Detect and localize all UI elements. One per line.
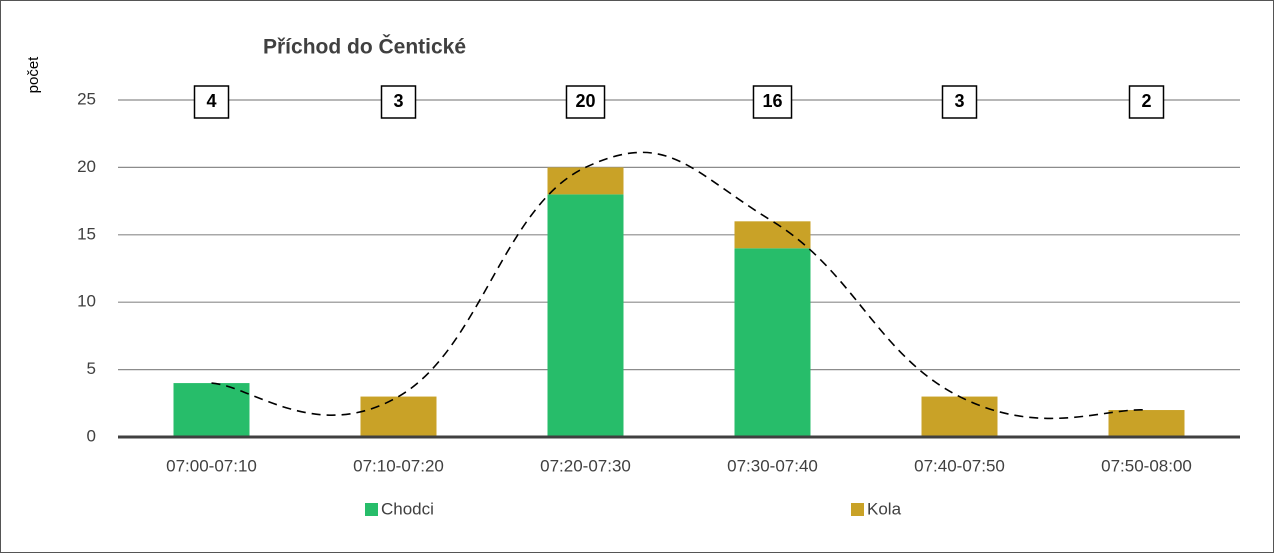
total-label: 4 [206, 91, 216, 111]
total-box [752, 85, 793, 119]
bar-segment [1108, 410, 1185, 437]
total-label: 20 [575, 91, 595, 111]
x-tick-label: 07:00-07:10 [166, 456, 257, 475]
total-label: 2 [1141, 91, 1151, 111]
trend-line [211, 151, 1147, 420]
legend-swatch [851, 503, 864, 516]
total-box [380, 85, 417, 119]
x-tick-label: 07:40-07:50 [914, 456, 1005, 475]
x-tick-label: 07:50-08:00 [1101, 456, 1192, 475]
total-label: 3 [954, 91, 964, 111]
y-axis-label: počet [25, 56, 42, 94]
x-tick-label: 07:30-07:40 [727, 456, 818, 475]
bar-segment [734, 248, 811, 437]
y-tick-label: 15 [77, 224, 96, 243]
bar-segment [173, 383, 250, 437]
y-tick-label: 10 [77, 292, 96, 311]
y-tick-label: 0 [87, 426, 96, 445]
bar-segment [360, 396, 437, 437]
legend-label: Chodci [381, 499, 434, 518]
y-tick-label: 25 [77, 89, 96, 108]
bar-segment [921, 396, 998, 437]
total-box [193, 85, 230, 119]
chart-title: Příchod do Čentické [263, 35, 466, 59]
x-tick-label: 07:20-07:30 [540, 456, 631, 475]
total-label: 3 [393, 91, 403, 111]
bar-segment [547, 167, 624, 195]
y-tick-label: 20 [77, 157, 96, 176]
bar-segment [547, 194, 624, 437]
x-tick-label: 07:10-07:20 [353, 456, 444, 475]
total-label: 16 [762, 91, 782, 111]
legend-swatch [365, 503, 378, 516]
total-box [565, 85, 606, 119]
legend-label: Kola [867, 499, 902, 518]
total-box [941, 85, 978, 119]
total-box [1128, 85, 1165, 119]
bar-segment [734, 221, 811, 249]
y-tick-label: 5 [87, 359, 96, 378]
